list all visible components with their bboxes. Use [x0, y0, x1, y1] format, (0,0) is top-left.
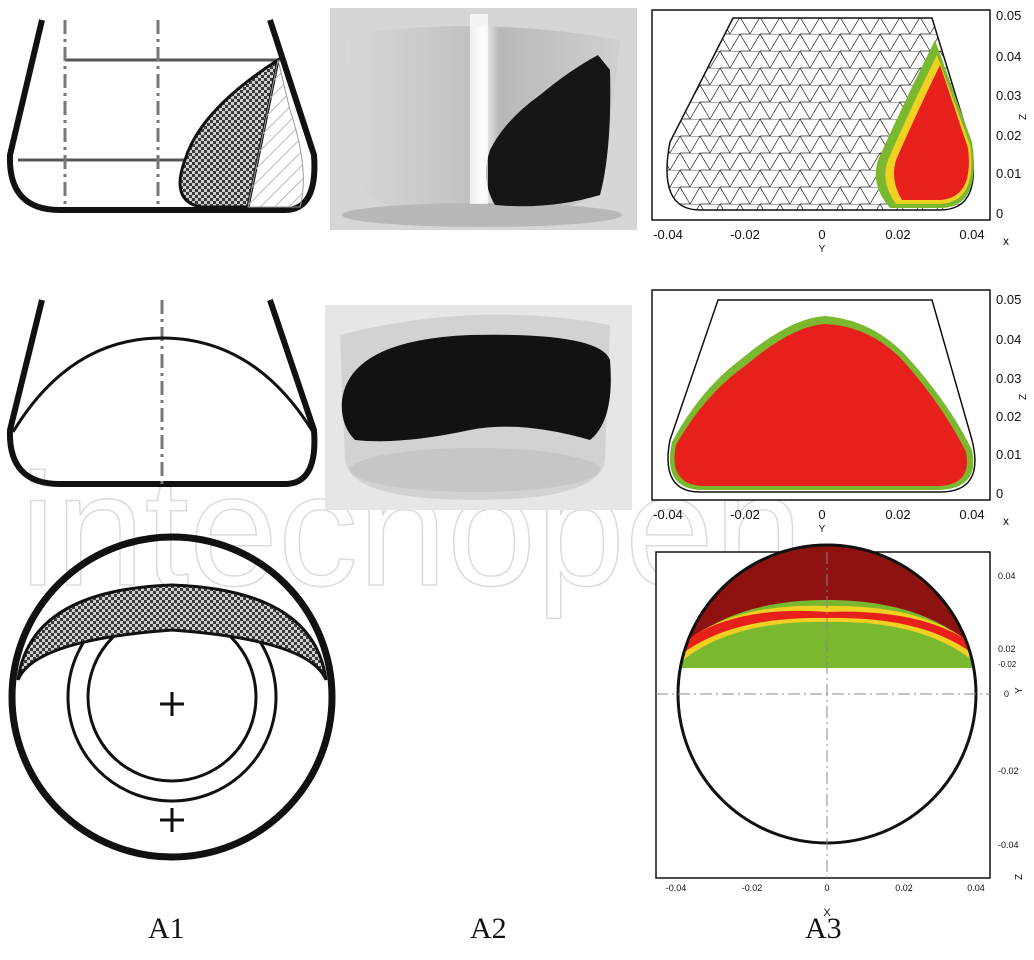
svg-text:0.02: 0.02 [998, 644, 1016, 654]
svg-text:-0.02: -0.02 [730, 227, 760, 242]
svg-text:0.02: 0.02 [996, 128, 1021, 143]
center-cross-icon [160, 692, 184, 716]
svg-text:0.05: 0.05 [996, 8, 1021, 23]
svg-text:0: 0 [818, 507, 825, 522]
svg-text:0.04: 0.04 [996, 332, 1021, 347]
svg-text:0.04: 0.04 [996, 49, 1021, 64]
y-ticks: 0.04 0.02 0 -0.02 -0.04 [998, 571, 1019, 850]
x-axis-label: Y [819, 244, 826, 255]
svg-text:-0.04: -0.04 [653, 227, 683, 242]
svg-text:-0.02: -0.02 [998, 766, 1019, 776]
x-axis-marker: x [1003, 514, 1009, 528]
column-label-a2: A2 [470, 912, 507, 945]
svg-text:0.04: 0.04 [998, 571, 1016, 581]
svg-text:0: 0 [818, 227, 825, 242]
column-label-a1: A1 [148, 912, 185, 945]
x-ticks: -0.04 -0.02 0 0.02 0.04 [653, 227, 984, 242]
a3-bottom-plot: -0.04 -0.02 0 0.02 0.04 X 0.04 0.02 0 -0… [655, 543, 1025, 919]
svg-text:0: 0 [996, 206, 1003, 221]
a3-top-plot: -0.04 -0.02 0 0.02 0.04 Y x 0.05 0.04 0.… [651, 8, 1029, 255]
svg-text:-0.02: -0.02 [742, 883, 763, 893]
svg-text:-0.04: -0.04 [653, 507, 683, 522]
svg-text:-0.02: -0.02 [730, 507, 760, 522]
svg-text:0.04: 0.04 [959, 507, 984, 522]
a1-side-view-tilted [6, 19, 318, 213]
svg-text:0.03: 0.03 [996, 88, 1021, 103]
svg-text:0.04: 0.04 [967, 883, 985, 893]
x-axis-marker: x [1003, 234, 1009, 248]
a1-top-view [8, 533, 336, 861]
a3-middle-plot: -0.04 -0.02 0 0.02 0.04 Y x 0.05 0.04 0.… [651, 289, 1029, 535]
z-axis-label: Z [1014, 874, 1025, 880]
svg-text:0.04: 0.04 [959, 227, 984, 242]
y-axis-label: Y [1014, 687, 1025, 694]
svg-text:0.01: 0.01 [996, 447, 1021, 462]
svg-text:0.02: 0.02 [996, 409, 1021, 424]
z-axis-label: Z [1018, 114, 1029, 120]
x-ticks: -0.04 -0.02 0 0.02 0.04 [666, 883, 985, 893]
svg-text:0.02: 0.02 [895, 883, 913, 893]
svg-text:0.02: 0.02 [885, 507, 910, 522]
offset-cross-icon [160, 808, 184, 832]
svg-text:0: 0 [824, 883, 829, 893]
svg-text:0: 0 [996, 486, 1003, 501]
a2-photo-tilted [330, 8, 637, 230]
svg-text:0.05: 0.05 [996, 292, 1021, 307]
column-label-a3: A3 [805, 912, 842, 945]
svg-text:0.01: 0.01 [996, 166, 1021, 181]
a2-photo-rotating [325, 305, 632, 510]
x-ticks: -0.04 -0.02 0 0.02 0.04 [653, 507, 984, 522]
z-ticks: 0.05 0.04 0.03 0.02 0.01 0 [996, 292, 1021, 501]
x-axis-label: Y [819, 524, 826, 535]
x-axis-label: X [823, 907, 831, 919]
svg-text:-0.04: -0.04 [998, 840, 1019, 850]
fluid-region [674, 324, 967, 486]
a1-side-view-rotating [6, 299, 318, 487]
svg-text:0.03: 0.03 [996, 371, 1021, 386]
z-axis-label: Z [1018, 394, 1029, 400]
svg-text:-0.04: -0.04 [666, 883, 687, 893]
svg-text:0.02: 0.02 [885, 227, 910, 242]
extra-tick-label: -0.02 [998, 660, 1017, 669]
z-ticks: 0.05 0.04 0.03 0.02 0.01 0 [996, 8, 1021, 221]
svg-text:0: 0 [1004, 689, 1009, 699]
fluid-region [894, 65, 969, 200]
